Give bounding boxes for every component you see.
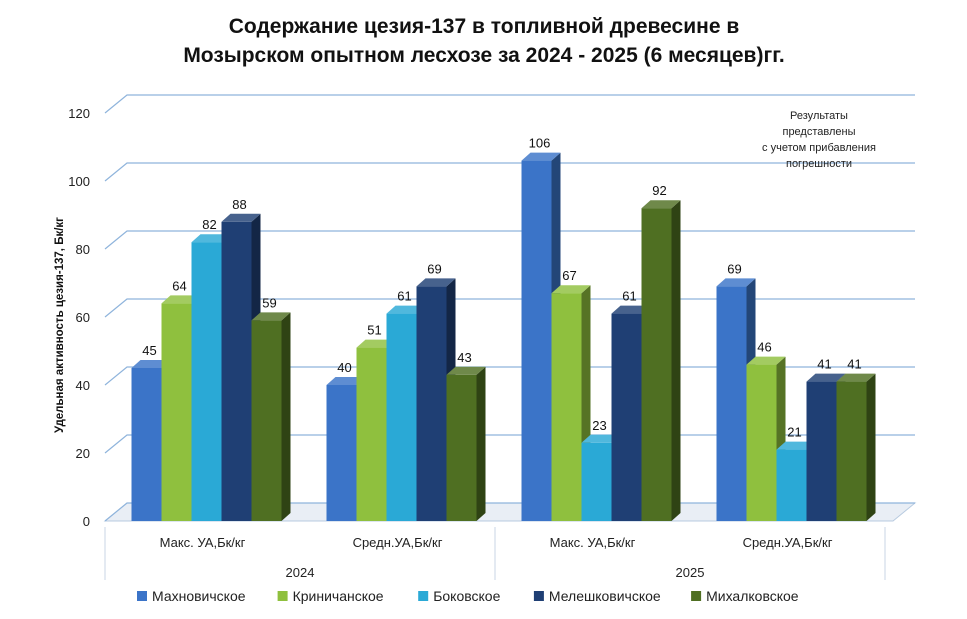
data-label: 23 xyxy=(592,418,606,433)
data-label: 88 xyxy=(232,197,246,212)
legend-item: Мелешковичское xyxy=(533,588,661,604)
y-tick-label: 20 xyxy=(76,446,90,461)
legend-swatch xyxy=(137,591,147,601)
data-label: 41 xyxy=(817,357,831,372)
gridline xyxy=(104,162,915,182)
data-label: 92 xyxy=(652,183,666,198)
x-year-label: 2025 xyxy=(676,565,705,580)
data-label: 69 xyxy=(727,261,741,276)
legend-item: Михалковское xyxy=(691,588,799,604)
data-label: 69 xyxy=(427,261,441,276)
bar xyxy=(836,373,876,521)
data-label: 51 xyxy=(367,323,381,338)
legend-swatch xyxy=(691,591,702,601)
data-label: 41 xyxy=(847,357,861,372)
x-category-label: Макс. УА,Бк/кг xyxy=(160,535,246,550)
note-line-4: погрешности xyxy=(786,158,852,170)
y-tick-label: 80 xyxy=(76,242,90,257)
x-category-label: Макс. УА,Бк/кг xyxy=(550,535,636,550)
data-label: 21 xyxy=(787,425,801,440)
gridline xyxy=(104,94,915,114)
legend-label: Боковское xyxy=(433,588,500,604)
legend-label: Мелешковичское xyxy=(549,588,661,604)
legend-item: Боковское xyxy=(418,588,501,604)
data-label: 43 xyxy=(457,350,471,365)
y-tick-label: 60 xyxy=(76,310,90,325)
chart-title-line-1: Содержание цезия-137 в топливной древеси… xyxy=(229,15,740,38)
legend-swatch xyxy=(418,591,429,601)
legend-swatch xyxy=(277,591,288,601)
legend-item: Махновичское xyxy=(137,588,246,604)
legend-label: Махновичское xyxy=(152,588,246,604)
data-label: 106 xyxy=(529,136,551,151)
data-label: 82 xyxy=(202,217,216,232)
note-line-3: с учетом прибавления xyxy=(762,142,876,154)
note-line-1: Результаты xyxy=(790,110,848,122)
data-label: 61 xyxy=(622,289,636,304)
data-label: 64 xyxy=(172,278,186,293)
category-axis xyxy=(104,527,886,580)
legend-label: Михалковское xyxy=(706,588,799,604)
x-year-label: 2024 xyxy=(286,565,315,580)
y-axis-label: Удельная активность цезия-137, Бк/кг xyxy=(54,217,66,433)
data-label: 46 xyxy=(757,340,771,355)
data-label: 67 xyxy=(562,268,576,283)
x-category-label: Средн.УА,Бк/кг xyxy=(353,535,443,550)
legend-swatch xyxy=(533,591,544,601)
data-label: 45 xyxy=(142,343,156,358)
bar xyxy=(251,312,291,521)
y-tick-label: 100 xyxy=(68,174,90,189)
legend-item: Криничанское xyxy=(277,588,384,604)
data-label: 40 xyxy=(337,360,351,375)
bar xyxy=(446,366,486,521)
y-tick-label: 120 xyxy=(68,106,90,121)
legend-label: Криничанское xyxy=(293,588,384,604)
y-tick-label: 40 xyxy=(76,378,90,393)
data-label: 59 xyxy=(262,295,276,310)
y-tick-label: 0 xyxy=(83,514,90,529)
note-line-2: представлены xyxy=(782,126,855,138)
data-label: 61 xyxy=(397,289,411,304)
bar xyxy=(641,200,681,521)
chart-title-line-2: Мозырском опытном лесхозе за 2024 - 2025… xyxy=(183,44,784,67)
x-category-label: Средн.УА,Бк/кг xyxy=(743,535,833,550)
